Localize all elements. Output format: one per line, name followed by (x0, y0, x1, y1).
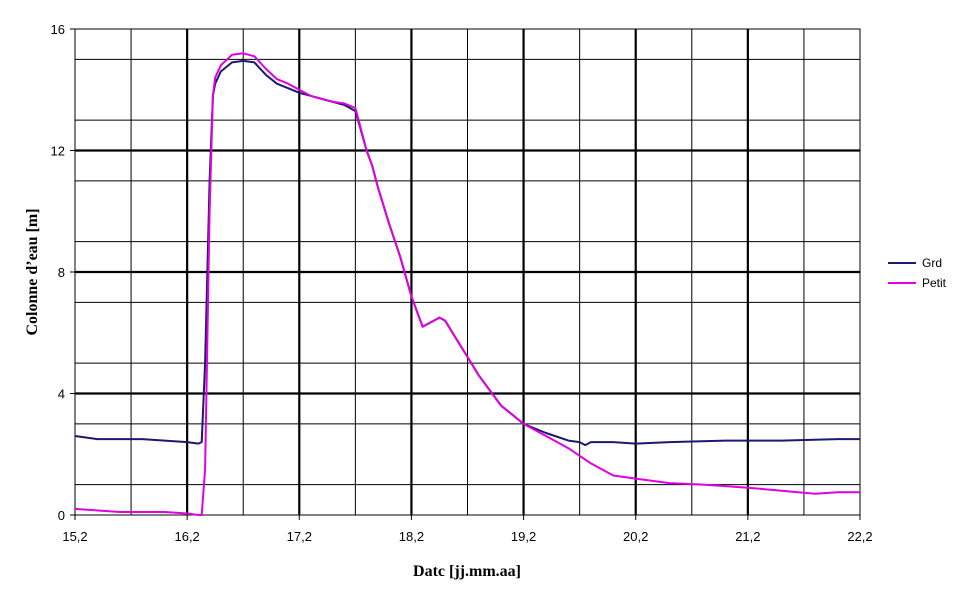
y-axis-title: Colonne d’eau [m] (24, 208, 41, 335)
x-tick-label: 15,2 (62, 529, 87, 544)
x-axis-tick-labels: 15,2 16,2 17,2 18,2 19,2 20,2 21,2 22,2 (62, 515, 873, 544)
x-tick-label: 20,2 (623, 529, 648, 544)
y-tick-label: 16 (51, 22, 65, 37)
y-tick-label: 8 (58, 265, 65, 280)
y-tick-label: 4 (58, 387, 65, 402)
x-tick-label: 19,2 (511, 529, 536, 544)
x-tick-label: 16,2 (174, 529, 199, 544)
y-tick-label: 0 (58, 508, 65, 523)
x-tick-label: 22,2 (847, 529, 872, 544)
legend-label-grd: Grd (922, 256, 942, 270)
x-tick-label: 21,2 (735, 529, 760, 544)
series-layer (74, 52, 860, 516)
legend: Grd Petit (888, 256, 947, 290)
major-gridlines (75, 29, 860, 515)
x-tick-label: 17,2 (287, 529, 312, 544)
x-tick-label: 18,2 (399, 529, 424, 544)
series-line-petit (74, 52, 860, 516)
legend-label-petit: Petit (922, 276, 947, 290)
y-axis-tick-labels: 0 4 8 12 16 (51, 22, 75, 523)
x-axis-title: Datc [jj.mm.aa] (413, 563, 521, 580)
y-tick-label: 12 (51, 144, 65, 159)
